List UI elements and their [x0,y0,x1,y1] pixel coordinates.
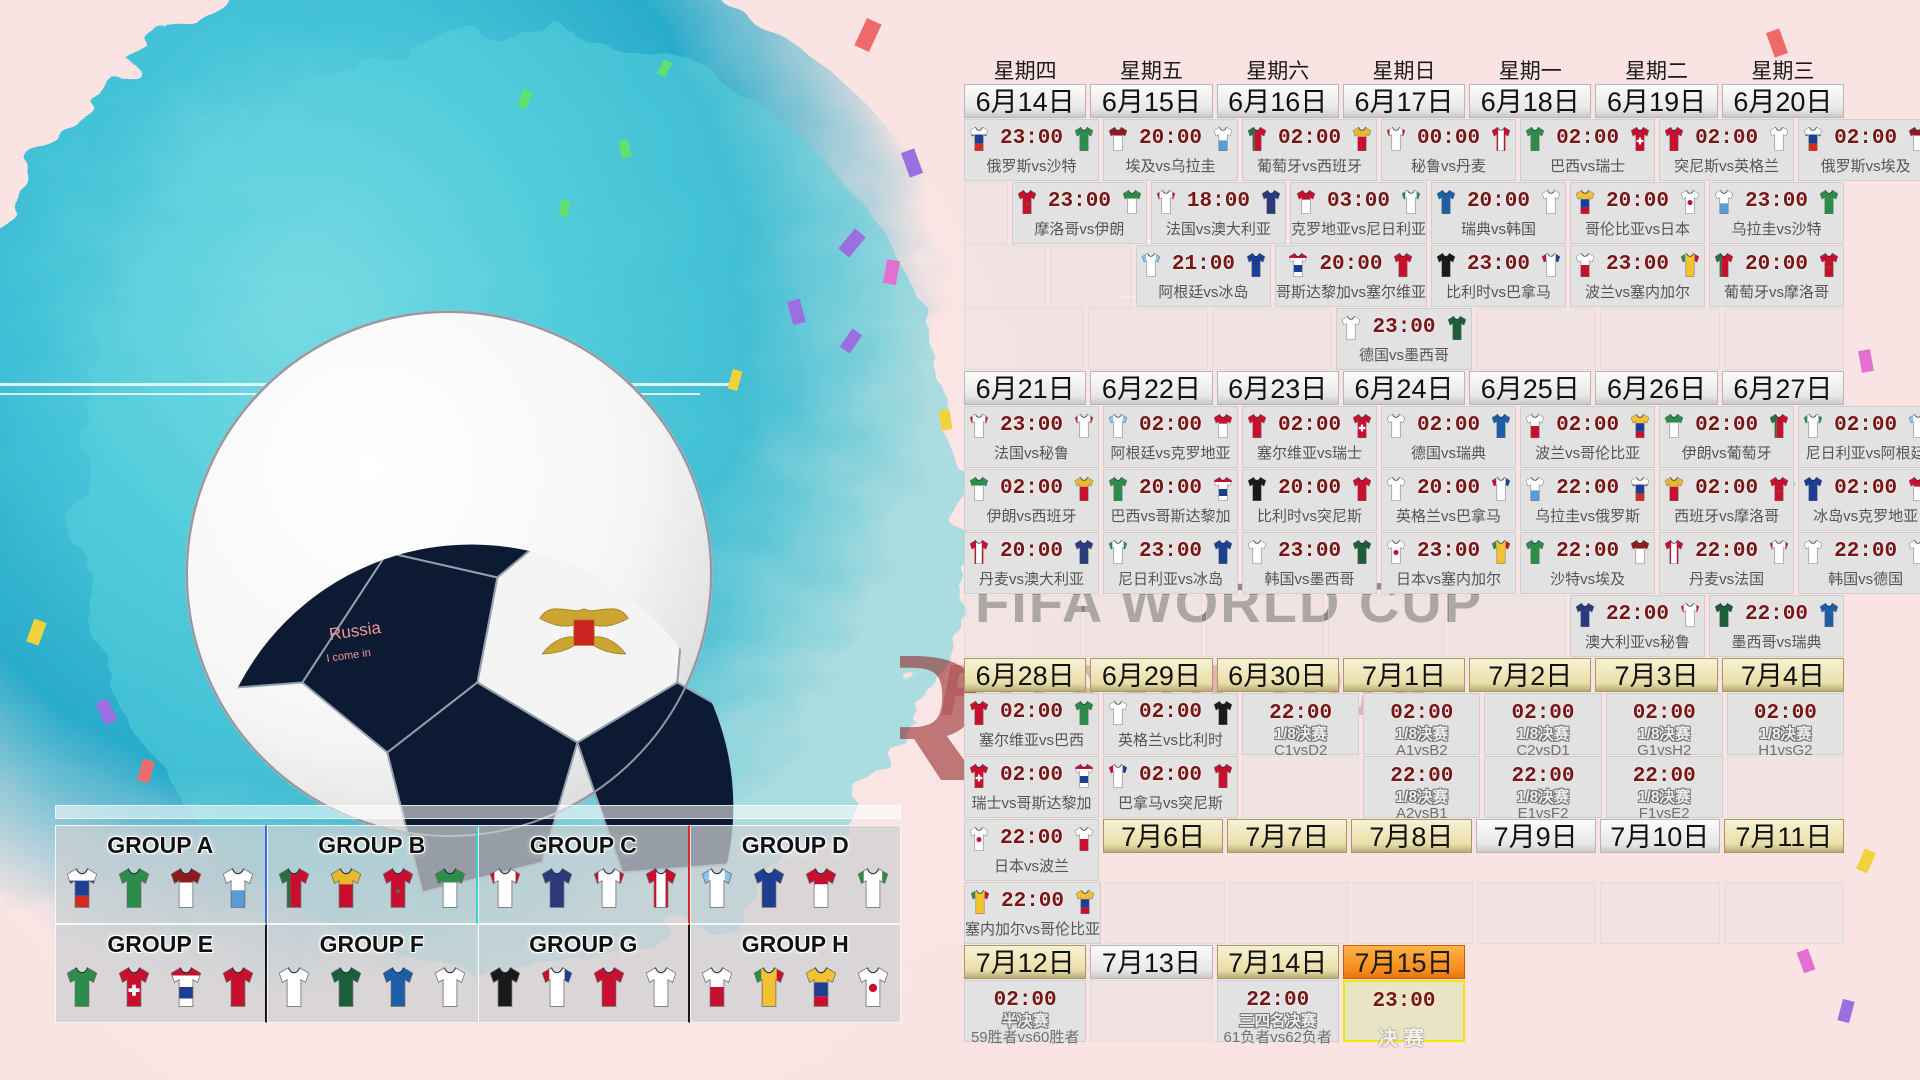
svg-text:★: ★ [1827,264,1831,269]
svg-text:★: ★ [1025,201,1029,206]
svg-text:★: ★ [394,887,401,896]
svg-text:★: ★ [1777,488,1781,493]
